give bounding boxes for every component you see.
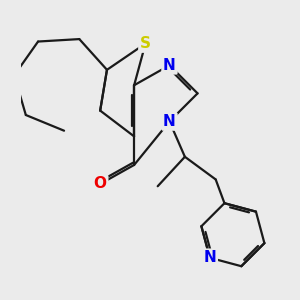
Text: O: O	[94, 176, 107, 191]
Text: N: N	[203, 250, 216, 265]
Text: N: N	[163, 114, 176, 129]
Text: S: S	[140, 36, 151, 51]
Text: N: N	[163, 58, 176, 73]
